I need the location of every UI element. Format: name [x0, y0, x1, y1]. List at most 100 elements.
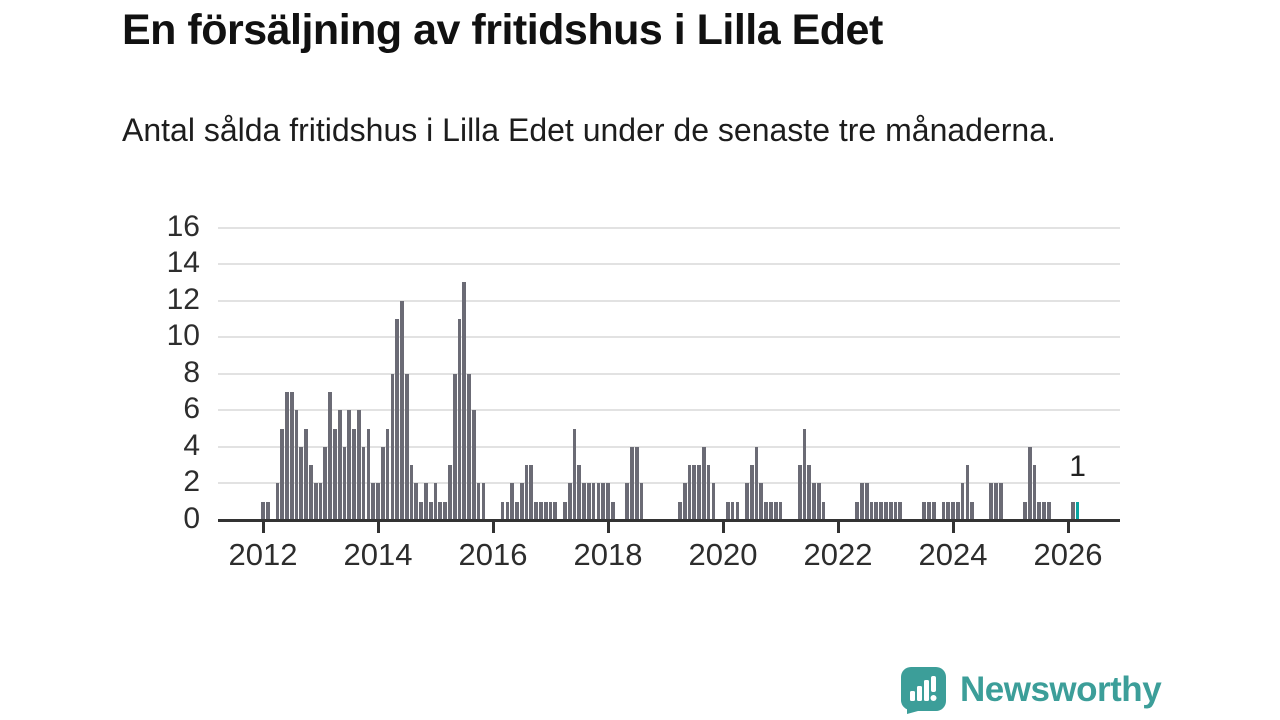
bar [390, 373, 395, 520]
bar [366, 428, 371, 520]
bar [380, 446, 385, 520]
bar [280, 428, 284, 520]
bar [610, 501, 615, 520]
bar [261, 501, 265, 520]
bar [697, 465, 701, 520]
bar [591, 483, 596, 520]
bar [773, 501, 778, 520]
bar [960, 483, 965, 520]
bar [481, 483, 486, 520]
bar [898, 501, 903, 520]
bar [476, 483, 481, 520]
chart-title: En försäljning av fritidshus i Lilla Ede… [122, 6, 883, 54]
bar [424, 483, 428, 520]
bar [946, 501, 951, 520]
bar [682, 483, 687, 520]
x-axis-tick [261, 521, 265, 533]
x-axis-tick-label: 2018 [573, 537, 643, 572]
bar [687, 465, 692, 520]
x-axis-tick-label: 2026 [1033, 537, 1103, 572]
bar [927, 501, 931, 520]
bar [1037, 501, 1042, 520]
bar [821, 501, 826, 520]
bar [965, 465, 970, 520]
y-gridline [218, 299, 1120, 302]
bar [419, 501, 423, 520]
bar [395, 318, 399, 520]
bar [989, 483, 994, 520]
x-axis-tick-label: 2016 [458, 537, 528, 572]
bar [438, 501, 443, 520]
bar [797, 465, 802, 520]
newsworthy-logo: Newsworthy [900, 666, 1162, 714]
bar [519, 483, 524, 520]
x-axis-tick-label: 2012 [228, 537, 298, 572]
bar [505, 501, 510, 520]
bar [922, 501, 927, 520]
bar [1046, 501, 1051, 520]
bar [333, 428, 337, 520]
bar [884, 501, 888, 520]
bar [285, 392, 289, 520]
x-axis-tick-label: 2014 [343, 537, 413, 572]
y-gridline [218, 372, 1120, 375]
y-gridline [218, 482, 1120, 485]
chart-subtitle: Antal sålda fritidshus i Lilla Edet unde… [122, 112, 1056, 148]
bar-chart-plot-area: 0 2 4 6 8 10 12 14 16 2012 2014 2016 2018 2020 2022 202… [166, 209, 1120, 572]
y-axis-tick-label: 16 [166, 209, 200, 243]
bar [342, 446, 347, 520]
bar [994, 483, 998, 520]
bar [735, 501, 740, 520]
bar [376, 483, 380, 520]
bar [701, 446, 706, 520]
y-axis-tick-label: 4 [183, 428, 200, 462]
bar [1032, 465, 1037, 520]
bar [802, 428, 807, 520]
bar [759, 483, 764, 520]
x-axis-tick [491, 521, 495, 533]
newsworthy-speech-bubble-chart-icon [901, 667, 946, 714]
bar [769, 501, 773, 520]
bar [874, 501, 879, 520]
bar [337, 410, 342, 520]
y-axis-tick-label: 6 [183, 392, 200, 426]
bar [328, 392, 332, 520]
bar [524, 465, 529, 520]
bar [400, 300, 404, 520]
y-gridline [218, 445, 1120, 448]
bar [510, 483, 514, 520]
bar [414, 483, 419, 520]
bar [385, 428, 390, 520]
bar [448, 465, 452, 520]
bar [265, 501, 270, 520]
bar [471, 410, 476, 520]
bar [725, 501, 730, 520]
bar [879, 501, 883, 520]
highlighted-latest-bar [1075, 501, 1080, 520]
bar [433, 483, 438, 520]
x-axis-tick [1066, 521, 1070, 533]
x-axis-tick-label: 2020 [688, 537, 758, 572]
bar [749, 465, 754, 520]
y-axis-tick-label: 12 [166, 282, 200, 316]
y-gridline [218, 226, 1120, 229]
bar [816, 483, 821, 520]
bar [299, 446, 304, 520]
bar [452, 373, 457, 520]
bar [1027, 446, 1032, 520]
bar [999, 483, 1003, 520]
bar [864, 483, 869, 520]
bar [361, 446, 366, 520]
y-gridline [218, 336, 1120, 339]
bar [567, 483, 572, 520]
bar [634, 446, 639, 520]
bar [457, 318, 462, 520]
bar [553, 501, 558, 520]
bar [745, 483, 749, 520]
x-axis-tick [376, 521, 380, 533]
x-axis-tick [836, 521, 840, 533]
bar [529, 465, 534, 520]
latest-value-label: 1 [1069, 449, 1086, 483]
bar [869, 501, 874, 520]
bar [467, 373, 471, 520]
